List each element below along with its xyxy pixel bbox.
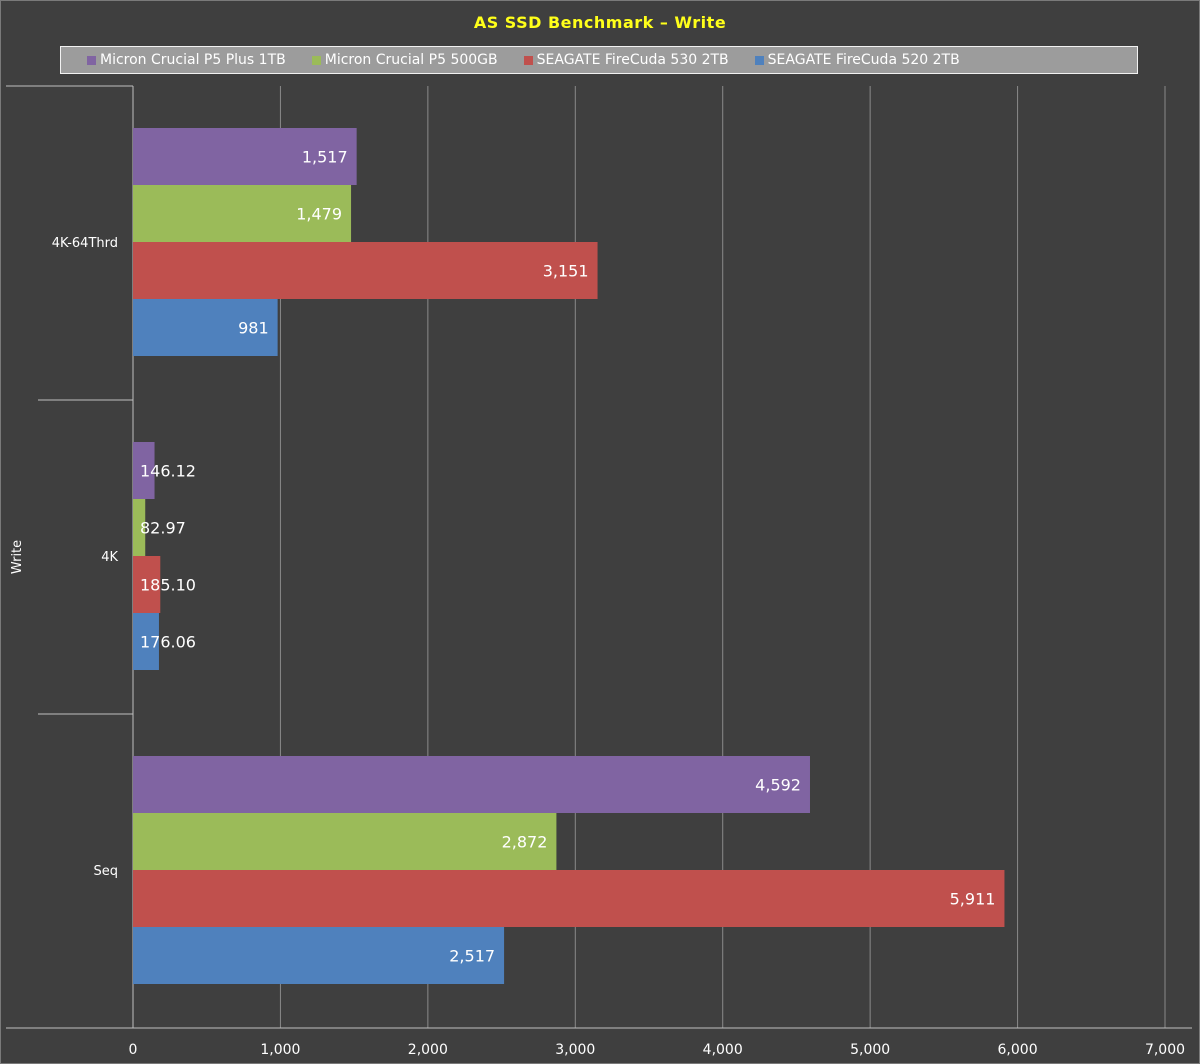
bar-seagate-firecuda-520-2tb-4k-64thrd <box>133 299 278 356</box>
chart-title: AS SSD Benchmark – Write <box>473 13 727 32</box>
bar-seagate-firecuda-530-2tb-seq <box>133 870 1005 927</box>
legend-item-seagate-firecuda-520-2tb: SEAGATE FireCuda 520 2TB <box>754 52 960 68</box>
category-label-4k: 4K <box>101 550 118 565</box>
legend-swatch <box>754 55 764 65</box>
bar-seagate-firecuda-520-2tb-4k <box>133 613 159 670</box>
bar-micron-crucial-p5-plus-1tb-4k-64thrd <box>133 128 357 185</box>
legend-label: SEAGATE FireCuda 520 2TB <box>767 52 960 68</box>
bar-micron-crucial-p5-500gb-seq <box>133 813 557 870</box>
legend-swatch <box>523 55 533 65</box>
bar-micron-crucial-p5-plus-1tb-4k <box>133 442 155 499</box>
category-label-seq: Seq <box>93 864 118 879</box>
legend-label: SEAGATE FireCuda 530 2TB <box>536 52 729 68</box>
x-tick-label: 4,000 <box>703 1042 743 1058</box>
data-label: 3,151 <box>543 262 589 281</box>
data-label: 82.97 <box>140 519 186 538</box>
data-label: 5,911 <box>950 890 996 909</box>
bar-seagate-firecuda-520-2tb-seq <box>133 927 505 984</box>
x-tick-label: 6,000 <box>998 1042 1038 1058</box>
data-label: 2,517 <box>449 947 495 966</box>
legend-item-micron-crucial-p5-plus-1tb: Micron Crucial P5 Plus 1TB <box>87 52 286 68</box>
x-tick-label: 2,000 <box>408 1042 448 1058</box>
data-label: 185.10 <box>140 576 196 595</box>
data-label: 4,592 <box>755 776 801 795</box>
bar-seagate-firecuda-530-2tb-4k-64thrd <box>133 242 598 299</box>
data-label: 2,872 <box>502 833 548 852</box>
legend-swatch <box>311 55 321 65</box>
legend-swatch <box>87 55 96 65</box>
x-tick-label: 3,000 <box>555 1042 595 1058</box>
data-label: 176.06 <box>140 633 196 652</box>
data-label: 1,479 <box>296 205 342 224</box>
data-label: 1,517 <box>302 148 348 167</box>
x-tick-label: 1,000 <box>260 1042 300 1058</box>
legend-label: Micron Crucial P5 500GB <box>324 52 498 68</box>
chart-legend: Micron Crucial P5 Plus 1TB Micron Crucial… <box>60 46 1138 74</box>
legend-label: Micron Crucial P5 Plus 1TB <box>100 52 286 68</box>
bar-micron-crucial-p5-plus-1tb-seq <box>133 756 810 813</box>
x-tick-label: 5,000 <box>850 1042 890 1058</box>
x-tick-label: 7,000 <box>1145 1042 1185 1058</box>
bar-micron-crucial-p5-500gb-4k <box>133 499 146 556</box>
legend-item-seagate-firecuda-530-2tb: SEAGATE FireCuda 530 2TB <box>523 52 729 68</box>
data-label: 981 <box>238 319 269 338</box>
bar-seagate-firecuda-530-2tb-4k <box>133 556 161 613</box>
legend-item-micron-crucial-p5-500gb: Micron Crucial P5 500GB <box>311 52 498 68</box>
bar-micron-crucial-p5-500gb-4k-64thrd <box>133 185 352 242</box>
category-label-4k-64thrd: 4K-64Thrd <box>52 236 118 251</box>
y-axis-title: Write <box>10 540 25 574</box>
data-label: 146.12 <box>140 462 196 481</box>
x-tick-label: 0 <box>129 1042 138 1058</box>
